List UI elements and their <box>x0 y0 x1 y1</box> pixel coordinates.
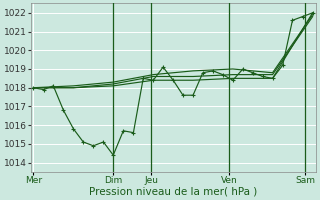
X-axis label: Pression niveau de la mer( hPa ): Pression niveau de la mer( hPa ) <box>89 187 258 197</box>
